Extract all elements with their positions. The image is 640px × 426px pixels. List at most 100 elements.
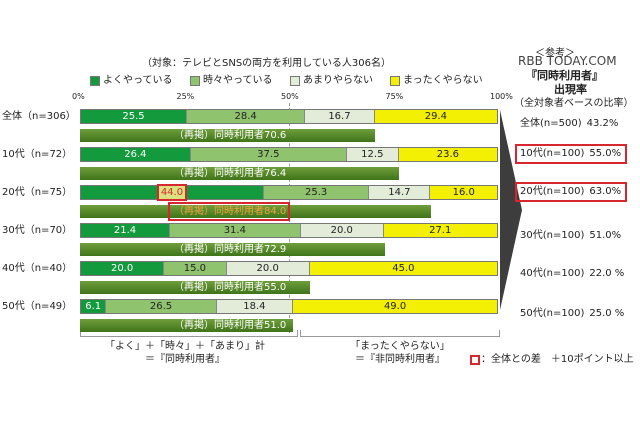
side-highlight-box-2: [515, 182, 627, 202]
bar-segment-5-2: 18.4: [216, 300, 294, 313]
side-row-3: 30代(n=100) 51.0%: [520, 230, 621, 242]
subbar-1: （再掲）同時利用者76.4: [80, 167, 400, 180]
side-row-group-2: 20代: [520, 186, 543, 197]
side-row-n-0: (n=500): [540, 118, 582, 129]
subbar-label-5: （再掲）同時利用者51.0: [174, 320, 287, 331]
bar-segment-1-0: 26.4: [81, 148, 191, 161]
side-row-0: 全体(n=500) 43.2%: [520, 118, 618, 130]
bracket-right-line2: ＝『非同時利用者』: [355, 354, 445, 365]
side-row-rate-5: 25.0 %: [589, 308, 625, 319]
legend-swatch-0: [90, 76, 100, 86]
bracket-right: [300, 330, 500, 337]
category-label-0: 全体（n=306）: [2, 111, 76, 122]
bar-segment-5-3: 49.0: [293, 300, 497, 313]
side-row-group-0: 全体: [520, 118, 540, 129]
legend-swatch-2: [290, 76, 300, 86]
bar-segment-3-0: 21.4: [81, 224, 171, 237]
subbar-2: （再掲）同時利用者84.0: [80, 205, 432, 218]
legend-label-1: 時々やっている: [203, 75, 273, 86]
side-row-n-4: (n=100): [542, 268, 585, 279]
side-row-group-4: 40代: [520, 268, 543, 279]
side-panel-title: 『同時利用者』: [526, 69, 603, 82]
x-tick-label-3: 75%: [385, 92, 404, 101]
category-label-1: 10代（n=72）: [2, 149, 73, 160]
footnote: ：全体との差 ＋10ポイント以上: [481, 354, 634, 365]
side-row-rate-2: 63.0%: [589, 186, 622, 197]
x-tick-label-4: 100%: [490, 92, 513, 101]
x-tick-label-1: 25%: [176, 92, 195, 101]
subbar-4: （再掲）同時利用者55.0: [80, 281, 310, 294]
bar-segment-5-0: 6.1: [81, 300, 107, 313]
side-panel-top-label: ＜参考＞: [535, 48, 575, 59]
subbar-label-0: （再掲）同時利用者70.6: [174, 130, 287, 141]
bar-segment-5-1: 26.5: [106, 300, 217, 313]
bar-segment-4-3: 45.0: [309, 262, 497, 275]
subbar-label-2: （再掲）同時利用者84.0: [174, 206, 287, 217]
side-row-rate-1: 55.0%: [589, 148, 622, 159]
category-label-5: 50代（n=49）: [2, 301, 73, 312]
bar-segment-1-1: 37.5: [190, 148, 347, 161]
bar-segment-1-2: 12.5: [346, 148, 399, 161]
bar-segment-0-2: 16.7: [305, 110, 375, 123]
subbar-label-3: （再掲）同時利用者72.9: [174, 244, 287, 255]
bar-segment-3-1: 31.4: [170, 224, 301, 237]
bar-segment-3-2: 20.0: [300, 224, 384, 237]
highlight-box-subbar-2: [168, 202, 290, 221]
bar-segment-2-3: 16.0: [430, 186, 497, 199]
footnote-swatch: [470, 355, 480, 365]
bar-segment-2-1: 25.3: [264, 186, 370, 199]
legend-label-0: よくやっている: [103, 75, 173, 86]
bracket-right-line1: 「まったくやらない」: [350, 341, 450, 352]
side-row-rate-3: 51.0%: [589, 230, 622, 241]
side-panel-note: （全対象者ベースの比率）: [514, 98, 634, 109]
bar-segment-2-2: 14.7: [369, 186, 431, 199]
side-row-rate-4: 22.0 %: [589, 268, 625, 279]
legend-label-2: あまりやらない: [303, 75, 373, 86]
side-row-1: 10代(n=100) 55.0%: [520, 148, 621, 160]
category-label-4: 40代（n=40）: [2, 263, 73, 274]
stacked-bar-2: 25.3 14.7 16.0: [80, 185, 498, 200]
stacked-bar-4: 20.0 15.0 20.0 45.0: [80, 261, 498, 276]
x-tick-label-0: 0%: [72, 92, 85, 101]
subbar-3: （再掲）同時利用者72.9: [80, 243, 385, 256]
bar-segment-0-3: 29.4: [374, 110, 497, 123]
subbar-0: （再掲）同時利用者70.6: [80, 129, 376, 142]
bar-segment-0-0: 25.5: [81, 110, 188, 123]
bar-segment-4-0: 20.0: [81, 262, 165, 275]
side-row-group-3: 30代: [520, 230, 543, 241]
side-row-2: 20代(n=100) 63.0%: [520, 186, 621, 198]
side-row-4: 40代(n=100) 22.0 %: [520, 268, 624, 280]
highlight-box-segment-2: 44.0: [156, 184, 187, 201]
subbar-label-1: （再掲）同時利用者76.4: [174, 168, 287, 179]
watermark: RBB TODAY.COM: [518, 54, 617, 68]
chart-title: （対象：テレビとSNSの両方を利用している人306名）: [142, 58, 391, 69]
side-panel-subtitle: 出現率: [554, 83, 587, 96]
bracket-left: [80, 330, 298, 337]
side-row-n-5: (n=100): [542, 308, 585, 319]
bar-segment-4-2: 20.0: [226, 262, 310, 275]
bracket-left-line1: 「よく」＋「時々」＋「あまり」計: [105, 341, 265, 352]
subbar-5: （再掲）同時利用者51.0: [80, 319, 294, 332]
stacked-bar-1: 26.4 37.5 12.5 23.6: [80, 147, 498, 162]
side-row-n-2: (n=100): [542, 186, 585, 197]
side-row-5: 50代(n=100) 25.0 %: [520, 308, 624, 320]
side-row-n-3: (n=100): [542, 230, 585, 241]
side-row-n-1: (n=100): [542, 148, 585, 159]
stacked-bar-5: 6.1 26.5 18.4 49.0: [80, 299, 498, 314]
side-row-group-5: 50代: [520, 308, 543, 319]
legend-swatch-3: [390, 76, 400, 86]
bracket-left-line2: ＝『同時利用者』: [145, 354, 225, 365]
bar-segment-0-1: 28.4: [187, 110, 306, 123]
legend-swatch-1: [190, 76, 200, 86]
legend-label-3: まったくやらない: [403, 75, 483, 86]
arrow-shape: [500, 110, 522, 310]
x-tick-label-2: 50%: [281, 92, 299, 101]
bar-segment-3-3: 27.1: [383, 224, 497, 237]
category-label-3: 30代（n=70）: [2, 225, 73, 236]
side-row-group-1: 10代: [520, 148, 543, 159]
side-highlight-box-1: [515, 144, 627, 164]
subbar-label-4: （再掲）同時利用者55.0: [174, 282, 287, 293]
side-row-rate-0: 43.2%: [586, 118, 619, 129]
bar-segment-4-1: 15.0: [164, 262, 227, 275]
